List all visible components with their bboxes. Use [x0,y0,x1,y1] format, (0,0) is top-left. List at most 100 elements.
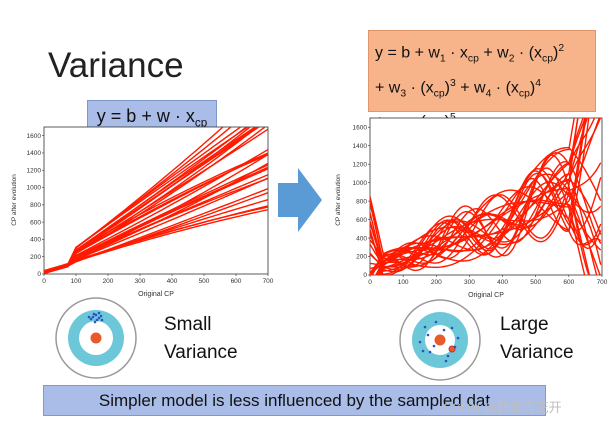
right-series-line [370,118,596,275]
equation-segment: 3 [400,88,407,100]
equation-segment: · (x [514,44,543,62]
y-tick-label: 0 [363,272,367,279]
left-chart-xlabel: Original CP [138,291,174,298]
x-tick-label: 300 [135,278,146,285]
x-tick-label: 300 [464,279,475,286]
equation-segment: ) [553,44,559,62]
small-variance-label: Small Variance [164,311,238,367]
large-variance-line-2: Variance [500,342,574,363]
complex-model-equation: y = b + w1 · xcp + w2 · (xcp)2 + w3 · (x… [368,30,596,134]
equation-segment: + w [375,78,401,96]
right-series-line [370,147,602,275]
x-tick-label: 400 [167,278,178,285]
small-variance-line-2: Variance [164,342,238,363]
complex-equation-line-1: y = b + w1 · xcp + w2 · (xcp)2 [375,37,595,72]
y-tick-label: 800 [356,198,367,205]
left-series-line [44,127,242,273]
y-tick-label: 1400 [27,150,42,157]
right-series-line [370,118,602,267]
simple-equation-sub: cp [194,116,208,130]
left-series-line [44,153,268,274]
left-series-line [44,166,268,273]
equation-segment: 2 [508,53,515,65]
simple-equation-text: y = b + w · x [96,106,195,126]
left-chart-ylabel: CP after evolution [11,174,18,226]
x-tick-label: 700 [263,278,274,285]
y-tick-label: 600 [356,217,367,224]
left-series-line [44,152,268,272]
y-tick-label: 1600 [353,124,368,131]
equation-segment: y = b + w [375,44,440,62]
y-tick-label: 200 [356,254,367,261]
x-tick-label: 100 [71,278,82,285]
equation-segment: ) [529,78,536,96]
equation-segment: 3 [449,77,456,89]
complex-equation-line-2: + w3 · (xcp)3 + w4 · (xcp)4 [375,72,595,107]
right-chart-ylabel: CP after evolution [335,174,342,226]
x-tick-label: 500 [530,279,541,286]
x-tick-label: 100 [398,279,409,286]
y-tick-label: 1400 [353,143,368,150]
right-series-line [375,178,602,275]
x-tick-label: 0 [42,278,46,285]
equation-segment: · (x [491,78,519,96]
target-large-variance-icon [399,299,481,381]
x-tick-label: 600 [231,278,242,285]
right-series-line [370,118,579,265]
watermark: CSDN @静静等花开 [443,400,562,415]
equation-segment: 5 [449,112,456,124]
left-series-line [44,128,268,273]
y-tick-label: 800 [30,202,41,209]
y-tick-label: 1200 [27,167,42,174]
x-tick-label: 200 [103,278,114,285]
equation-segment: ) [444,78,450,96]
equation-segment: + w [455,78,486,96]
left-chart-ticks: 0 100 200 300 400 500 600 700 0 200 400 600 800 1000 1… [27,133,274,285]
equation-segment: · (x [406,78,434,96]
y-tick-label: 1000 [27,185,42,192]
equation-segment: cp [433,88,445,100]
small-variance-line-1: Small [164,314,212,335]
equation-segment: 4 [485,88,492,100]
y-tick-label: 600 [30,219,41,226]
right-series-line [370,118,579,267]
equation-segment: 1 [439,53,446,65]
large-variance-line-1: Large [500,314,549,335]
x-tick-label: 600 [563,279,574,286]
left-chart-lines [44,127,268,274]
large-variance-label: Large Variance [500,311,574,367]
slide-title: Variance [48,46,184,85]
right-chart-lines [370,118,602,275]
x-tick-label: 500 [199,278,210,285]
y-tick-label: 400 [356,235,367,242]
equation-segment: 4 [535,77,541,89]
right-chart: 0 100 200 300 400 500 600 700 0 200 400 600 800 1000 1… [335,117,608,299]
left-chart: 0 100 200 300 400 500 600 700 0 200 400 600 800 1000 1… [11,126,274,298]
y-tick-label: 1600 [27,133,42,140]
equation-segment: · x [445,44,468,62]
equation-segment: cp [518,88,530,100]
equation-segment: + w [478,44,509,62]
x-tick-label: 0 [368,279,372,286]
right-chart-ticks: 0 100 200 300 400 500 600 700 0 200 400 600 800 1000 1… [353,124,608,286]
y-tick-label: 200 [30,254,41,261]
equation-segment: cp [467,53,479,65]
y-tick-label: 0 [37,271,41,278]
right-series-line [377,191,602,275]
left-series-line [44,177,268,274]
right-series-line [370,118,587,268]
right-series-line [370,118,590,273]
y-tick-label: 400 [30,237,41,244]
equation-segment: cp [542,53,554,65]
arrow-right-icon [278,168,322,232]
x-tick-label: 400 [497,279,508,286]
left-series-line [44,127,248,273]
x-tick-label: 200 [431,279,442,286]
conclusion-banner: Simpler model is less influenced by the … [43,385,546,416]
equation-segment: 2 [558,43,565,54]
x-tick-label: 700 [597,279,608,286]
y-tick-label: 1000 [353,180,368,187]
target-small-variance-icon [55,297,137,379]
y-tick-label: 1200 [353,161,368,168]
